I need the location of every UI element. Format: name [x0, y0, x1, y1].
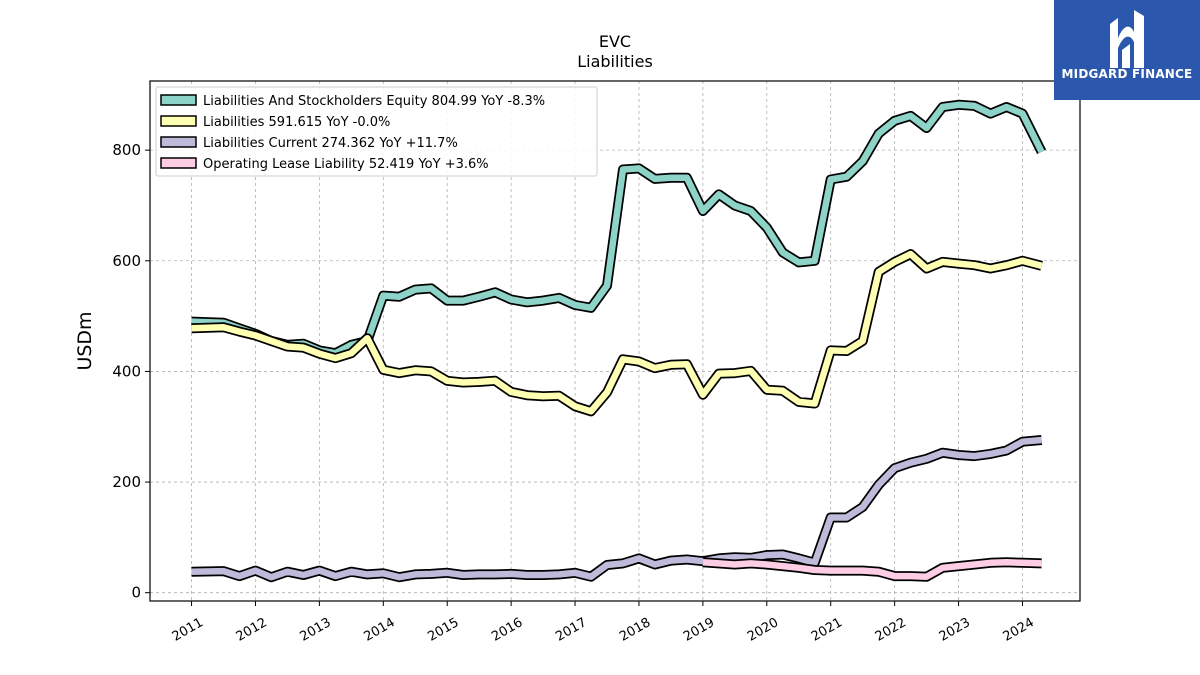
legend-box	[155, 86, 598, 177]
legend-swatch	[160, 94, 197, 106]
x-tick-label: 2013	[298, 615, 334, 645]
x-tick-label: 2020	[745, 615, 781, 645]
x-tick-label: 2018	[617, 615, 653, 645]
series-line-2	[191, 436, 1042, 581]
x-tick-label: 2019	[681, 615, 717, 645]
x-tick-label: 2011	[170, 615, 206, 645]
series-line-1	[191, 250, 1043, 415]
y-tick-label: 600	[112, 252, 141, 270]
x-tick-label: 2015	[425, 615, 461, 645]
x-axis: 2011 2012 2013 2014 2015 2016 2017 2018 2019 2020…	[170, 601, 1037, 645]
series-lines	[191, 99, 1047, 583]
legend-entry: Liabilities 591.615 YoY -0.0%	[203, 115, 390, 130]
legend-swatch	[160, 157, 197, 169]
midgard-logo-icon	[1110, 10, 1144, 68]
y-axis-label: USDm	[74, 311, 96, 370]
series-line-0	[191, 101, 1045, 357]
x-tick-label: 2024	[1001, 615, 1037, 645]
x-tick-label: 2021	[809, 615, 845, 645]
y-axis: 0 200 400 600 800	[112, 141, 150, 602]
brand-name: MIDGARD FINANCE	[1061, 67, 1193, 81]
series-line-3	[702, 559, 1042, 580]
legend-entry: Operating Lease Liability 52.419 YoY +3.…	[203, 157, 489, 172]
x-tick-label: 2023	[937, 615, 973, 645]
x-tick-label: 2012	[234, 615, 270, 645]
chart-title: EVC	[599, 32, 631, 51]
y-tick-label: 0	[131, 584, 141, 602]
legend-entry: Liabilities And Stockholders Equity 804.…	[203, 94, 545, 109]
y-tick-label: 400	[112, 362, 141, 380]
legend-swatch	[160, 136, 197, 148]
chart-subtitle: Liabilities	[577, 52, 653, 71]
x-tick-label: 2016	[489, 615, 525, 645]
legend: Liabilities And Stockholders Equity 804.…	[155, 86, 598, 177]
brand-logo: MIDGARD FINANCE	[1054, 0, 1200, 100]
legend-entry: Liabilities Current 274.362 YoY +11.7%	[203, 136, 458, 151]
y-tick-label: 800	[112, 141, 141, 159]
x-tick-label: 2022	[873, 615, 909, 645]
plot-frame	[149, 80, 1081, 602]
x-tick-label: 2014	[361, 615, 397, 645]
y-tick-label: 200	[112, 473, 141, 491]
legend-swatch	[160, 115, 197, 127]
x-tick-label: 2017	[553, 615, 589, 645]
